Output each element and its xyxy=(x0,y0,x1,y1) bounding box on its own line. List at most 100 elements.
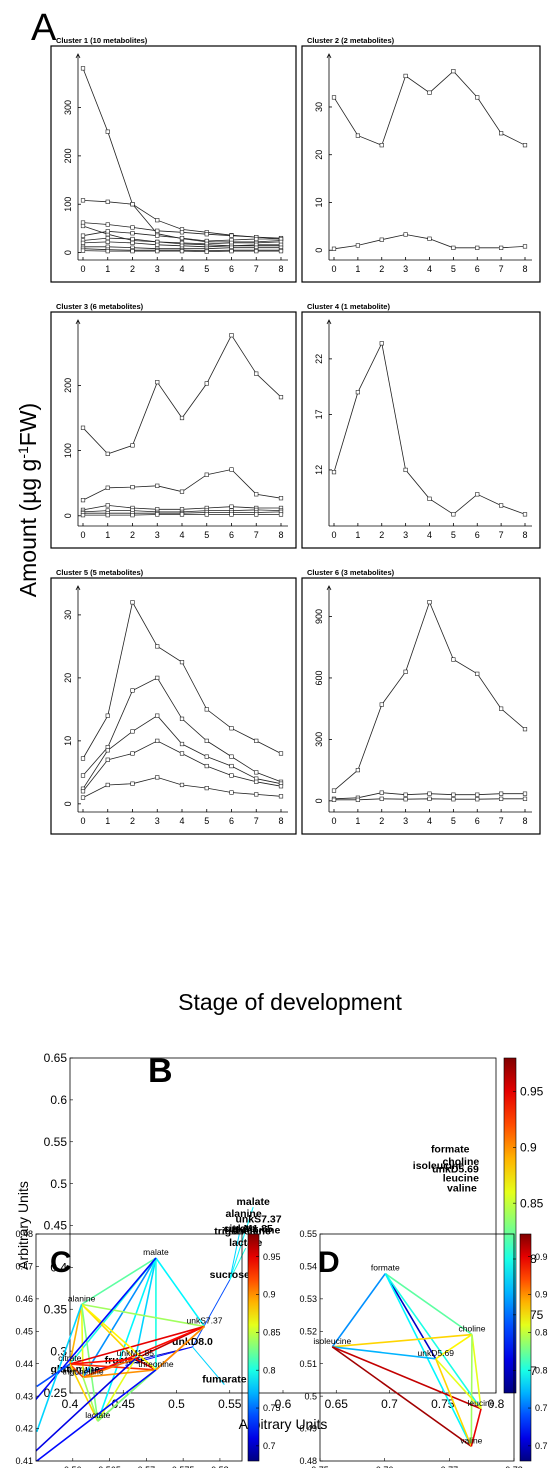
node-label-fumarate: fumarate xyxy=(202,1374,247,1386)
data-point xyxy=(427,90,432,95)
y-tick-label: 0.48 xyxy=(15,1229,33,1239)
y-tick-label: 10 xyxy=(314,197,324,207)
x-tick-label: 6 xyxy=(475,530,480,540)
x-tick-label: 4 xyxy=(179,530,184,540)
x-tick-label: 6 xyxy=(475,264,480,274)
x-tick-label: 2 xyxy=(379,816,384,826)
network-edge xyxy=(36,1369,157,1461)
data-point xyxy=(80,66,86,71)
data-point xyxy=(155,249,160,254)
network-edge xyxy=(134,1257,157,1360)
data-point xyxy=(499,245,504,250)
data-point xyxy=(403,792,408,797)
data-point xyxy=(278,751,284,756)
plot-frame xyxy=(319,1233,515,1462)
data-point xyxy=(278,784,284,789)
x-tick-label: 7 xyxy=(499,264,504,274)
x-tick-label: 0.7 xyxy=(381,1397,398,1411)
colorbar-tick-label: 0.75 xyxy=(535,1403,548,1413)
colorbar xyxy=(503,1057,517,1394)
node-label-leucine: leucine xyxy=(468,1398,495,1408)
data-point xyxy=(254,770,259,775)
network-edge xyxy=(69,1363,84,1378)
data-point xyxy=(278,794,284,799)
y-tick-label: 0 xyxy=(314,798,324,803)
data-point xyxy=(427,600,432,605)
x-tick-label: 1 xyxy=(105,816,110,826)
data-point xyxy=(80,223,86,229)
y-tick-label: 300 xyxy=(314,732,324,747)
data-point xyxy=(331,797,337,802)
data-point xyxy=(179,660,185,665)
x-tick-label: 1 xyxy=(355,530,360,540)
colorbar-tick-label: 0.8 xyxy=(263,1365,276,1375)
data-point xyxy=(403,797,408,802)
network-edge xyxy=(97,1257,157,1422)
x-tick-label: 2 xyxy=(130,530,135,540)
data-point xyxy=(499,791,504,796)
network-edge xyxy=(470,1408,482,1447)
y-tick-label: 0.52 xyxy=(299,1326,317,1336)
data-point xyxy=(451,792,456,797)
x-tick-label: 3 xyxy=(403,264,408,274)
data-point xyxy=(105,229,110,234)
x-tick-label: 0 xyxy=(80,530,85,540)
y-tick-label: 0.41 xyxy=(15,1456,33,1466)
node-label-trigonelline: trigonelline xyxy=(63,1366,104,1376)
colorbar-tick-label: 0.85 xyxy=(263,1328,281,1338)
node-label-threonine: threonine xyxy=(232,1225,280,1237)
data-point xyxy=(427,236,432,241)
y-tick-label: 30 xyxy=(63,610,73,620)
network-edge xyxy=(82,1325,205,1379)
network-edge xyxy=(192,1279,231,1348)
network-edge xyxy=(81,1303,157,1371)
network-edge xyxy=(69,1304,83,1365)
panel-border xyxy=(50,311,297,549)
network-edge xyxy=(97,1358,137,1422)
data-point xyxy=(204,249,209,254)
data-point xyxy=(254,779,259,784)
network-panel-b: 0.4 0.45 0.5 0.55 0.6 0.65 0.7 0.75 0.80.250.30.… xyxy=(15,1051,544,1432)
network-edge xyxy=(229,1233,240,1281)
data-point xyxy=(155,675,160,680)
data-point xyxy=(522,791,528,796)
panel-a-ylabel: Amount (µg g-1FW) xyxy=(15,403,41,597)
data-point xyxy=(105,748,110,753)
data-point xyxy=(80,498,86,503)
x-tick-label: 0.55 xyxy=(218,1397,242,1411)
cluster-panel-3: Cluster 3 (6 metabolites) 0 100 200 0 1 2 3 4 5 6 7… xyxy=(50,302,297,549)
x-tick-label: 8 xyxy=(522,530,527,540)
x-tick-label: 0 xyxy=(80,264,85,274)
data-point xyxy=(105,782,110,788)
data-point xyxy=(451,657,456,662)
network-edge xyxy=(82,1377,99,1422)
data-point xyxy=(105,451,110,456)
x-tick-label: 0.75 xyxy=(311,1465,329,1468)
series-line xyxy=(333,600,526,791)
network-edge xyxy=(69,1325,205,1365)
x-tick-label: 3 xyxy=(403,816,408,826)
data-point xyxy=(80,513,86,518)
x-tick-label: 6 xyxy=(475,816,480,826)
x-tick-label: 0.5 xyxy=(168,1397,185,1411)
data-point xyxy=(355,133,360,138)
data-point xyxy=(229,790,234,795)
data-point xyxy=(130,443,135,448)
x-tick-label: 4 xyxy=(427,264,432,274)
data-point xyxy=(155,242,160,247)
x-tick-label: 0 xyxy=(80,816,85,826)
data-point xyxy=(475,797,480,802)
data-point xyxy=(229,773,234,778)
panel-border xyxy=(50,577,297,835)
x-tick-label: 0 xyxy=(331,530,336,540)
data-point xyxy=(80,425,86,430)
data-point xyxy=(229,512,234,517)
x-tick-label: 8 xyxy=(278,264,283,274)
network-edge xyxy=(471,1334,482,1409)
node-label-sucrose: sucrose xyxy=(210,1269,250,1281)
data-point xyxy=(105,757,110,762)
data-point xyxy=(179,415,185,421)
data-point xyxy=(254,371,259,376)
data-point xyxy=(130,225,135,230)
